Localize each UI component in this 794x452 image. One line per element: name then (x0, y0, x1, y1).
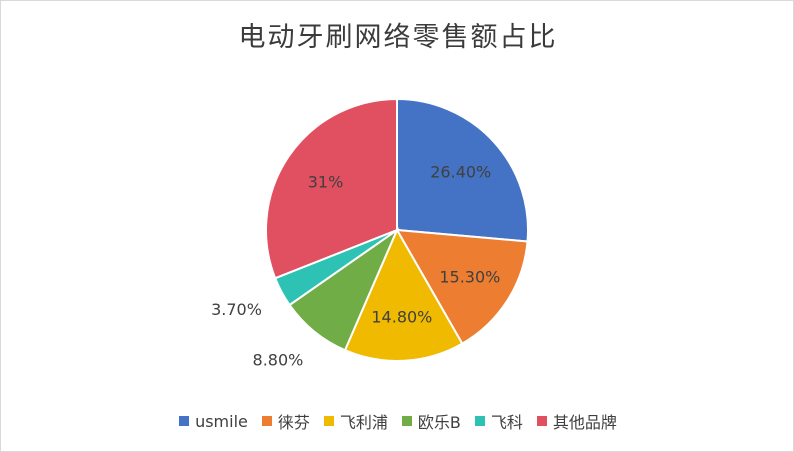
pie-slice-2 (343, 227, 464, 362)
legend-item-3: 欧乐B (401, 409, 461, 433)
pie-slice-0 (396, 97, 529, 243)
data-label-0: 26.40% (430, 163, 491, 182)
data-label-2: 14.80% (371, 307, 432, 326)
legend-label-2: 飞利浦 (339, 413, 388, 432)
data-label-5: 31% (308, 172, 344, 191)
legend-label-0: usmile (195, 411, 248, 431)
legend-swatch-2 (323, 416, 334, 426)
legend-label-5: 其他品牌 (552, 413, 617, 432)
data-label-4: 3.70% (211, 300, 262, 319)
legend-swatch-0 (179, 416, 190, 426)
legend-swatch-1 (261, 416, 272, 426)
pie-slice-5 (265, 97, 398, 280)
legend: usmile 徕芬 飞利浦 欧乐B 飞科 其他品牌 (1, 409, 793, 433)
legend-item-0: usmile (179, 412, 248, 431)
data-label-1: 15.30% (439, 268, 500, 287)
pie-slice-1 (395, 228, 529, 345)
legend-item-4: 飞科 (474, 409, 523, 433)
legend-item-2: 飞利浦 (323, 409, 388, 433)
legend-swatch-3 (401, 416, 412, 426)
chart-title: 电动牙刷网络零售额占比 (238, 22, 558, 53)
legend-item-5: 其他品牌 (536, 409, 617, 433)
legend-item-1: 徕芬 (261, 409, 310, 433)
legend-label-3: 欧乐B (417, 413, 461, 432)
legend-label-1: 徕芬 (277, 413, 310, 432)
legend-swatch-5 (536, 416, 547, 426)
data-label-3: 8.80% (253, 350, 304, 369)
legend-swatch-4 (474, 416, 485, 426)
legend-label-4: 飞科 (490, 413, 523, 432)
